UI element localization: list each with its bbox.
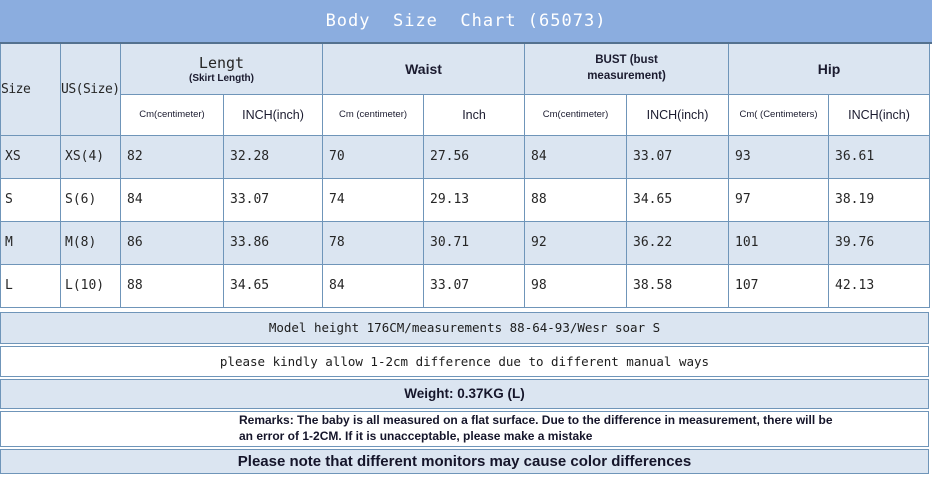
subheader-length-inch: INCH(inch) xyxy=(223,93,323,136)
cell-waist-cm: 84 xyxy=(322,263,424,308)
cell-us-size: S(6) xyxy=(60,177,121,222)
cell-us-size: XS(4) xyxy=(60,134,121,179)
group-header-bust: BUST (bust measurement) xyxy=(524,44,730,95)
cell-size: L xyxy=(0,263,61,308)
table-row-l: L L(10) 88 34.65 84 33.07 98 38.58 107 4… xyxy=(0,263,931,308)
remarks-line-2: an error of 1-2CM. If it is unacceptable… xyxy=(239,428,593,443)
cell-waist-inch: 27.56 xyxy=(422,134,526,179)
note-measurement-allowance: please kindly allow 1-2cm difference due… xyxy=(0,345,929,377)
cell-waist-cm: 70 xyxy=(322,134,424,179)
title-bar: Body Size Chart (65073) xyxy=(0,0,932,44)
cell-bust-cm: 98 xyxy=(524,263,628,308)
cell-bust-inch: 34.65 xyxy=(626,177,730,222)
page-title: Body Size Chart (65073) xyxy=(325,11,607,31)
note-monitor-text: Please note that different monitors may … xyxy=(237,452,692,470)
subheader-bust-cm: Cm(centimeter) xyxy=(524,93,628,136)
group-header-row: Size US(Size) Lengt (Skirt Length) Waist… xyxy=(0,44,931,136)
cell-us-size: M(8) xyxy=(60,220,121,265)
bust-label: BUST (bust measurement) xyxy=(587,54,666,82)
note-monitor-disclaimer: Please note that different monitors may … xyxy=(0,448,929,474)
table-row-s: S S(6) 84 33.07 74 29.13 88 34.65 97 38.… xyxy=(0,177,931,222)
cell-bust-cm: 88 xyxy=(524,177,628,222)
cell-length-cm: 82 xyxy=(120,134,224,179)
cell-waist-inch: 30.71 xyxy=(422,220,526,265)
cell-hip-inch: 42.13 xyxy=(828,263,931,308)
group-header-length: Lengt (Skirt Length) xyxy=(120,44,323,95)
cell-bust-inch: 38.58 xyxy=(626,263,730,308)
cell-hip-inch: 38.19 xyxy=(828,177,931,222)
cell-waist-inch: 29.13 xyxy=(422,177,526,222)
waist-label: Waist xyxy=(405,60,442,77)
cell-hip-cm: 101 xyxy=(728,220,830,265)
cell-hip-cm: 97 xyxy=(728,177,830,222)
col-header-size: Size xyxy=(0,44,61,136)
cell-hip-inch: 39.76 xyxy=(828,220,931,265)
subheader-waist-inch: Inch xyxy=(422,93,526,136)
subheader-bust-inch: INCH(inch) xyxy=(626,93,730,136)
cell-length-inch: 34.65 xyxy=(223,263,323,308)
footer-notes: Model height 176CM/measurements 88-64-93… xyxy=(0,311,932,474)
length-sublabel: (Skirt Length) xyxy=(189,72,254,84)
cell-hip-inch: 36.61 xyxy=(828,134,931,179)
cell-bust-inch: 36.22 xyxy=(626,220,730,265)
subheader-hip-cm: Cm( (Centimeters) xyxy=(728,93,830,136)
hip-label: Hip xyxy=(817,60,841,77)
cell-size: S xyxy=(0,177,61,222)
cell-bust-inch: 33.07 xyxy=(626,134,730,179)
subheader-waist-cm: Cm (centimeter) xyxy=(322,93,424,136)
note-model-measurements: Model height 176CM/measurements 88-64-93… xyxy=(0,311,929,344)
cell-length-cm: 84 xyxy=(120,177,224,222)
cell-waist-cm: 74 xyxy=(322,177,424,222)
subheader-hip-inch: INCH(inch) xyxy=(828,93,931,136)
body-size-table: Size US(Size) Lengt (Skirt Length) Waist… xyxy=(0,44,931,308)
cell-us-size: L(10) xyxy=(60,263,121,308)
cell-length-inch: 33.07 xyxy=(223,177,323,222)
cell-size: M xyxy=(0,220,61,265)
cell-bust-cm: 92 xyxy=(524,220,628,265)
note-model-text: Model height 176CM/measurements 88-64-93… xyxy=(268,320,661,335)
cell-length-cm: 86 xyxy=(120,220,224,265)
note-weight-text: Weight: 0.37KG (L) xyxy=(404,386,525,401)
cell-length-inch: 32.28 xyxy=(223,134,323,179)
note-allowance-text: please kindly allow 1-2cm difference due… xyxy=(219,353,710,369)
cell-waist-cm: 78 xyxy=(322,220,424,265)
group-header-hip: Hip xyxy=(728,44,931,95)
sub-header-row: Cm(centimeter) INCH(inch) Cm (centimeter… xyxy=(1,93,931,136)
cell-length-inch: 33.86 xyxy=(223,220,323,265)
cell-length-cm: 88 xyxy=(120,263,224,308)
table-row-m: M M(8) 86 33.86 78 30.71 92 36.22 101 39… xyxy=(0,220,931,265)
note-remarks: Remarks: The baby is all measured on a f… xyxy=(0,410,929,447)
cell-bust-cm: 84 xyxy=(524,134,628,179)
length-label: Lengt xyxy=(198,53,245,72)
cell-hip-cm: 93 xyxy=(728,134,830,179)
cell-waist-inch: 33.07 xyxy=(422,263,526,308)
cell-size: XS xyxy=(0,134,61,179)
remarks-text-block: Remarks: The baby is all measured on a f… xyxy=(239,413,839,444)
table-row-xs: XS XS(4) 82 32.28 70 27.56 84 33.07 93 3… xyxy=(0,134,931,179)
note-weight: Weight: 0.37KG (L) xyxy=(0,378,929,409)
cell-hip-cm: 107 xyxy=(728,263,830,308)
remarks-line-1: Remarks: The baby is all measured on a f… xyxy=(239,412,833,427)
col-header-us-size: US(Size) xyxy=(60,44,121,136)
subheader-length-cm: Cm(centimeter) xyxy=(120,93,224,136)
group-header-waist: Waist xyxy=(321,44,526,95)
